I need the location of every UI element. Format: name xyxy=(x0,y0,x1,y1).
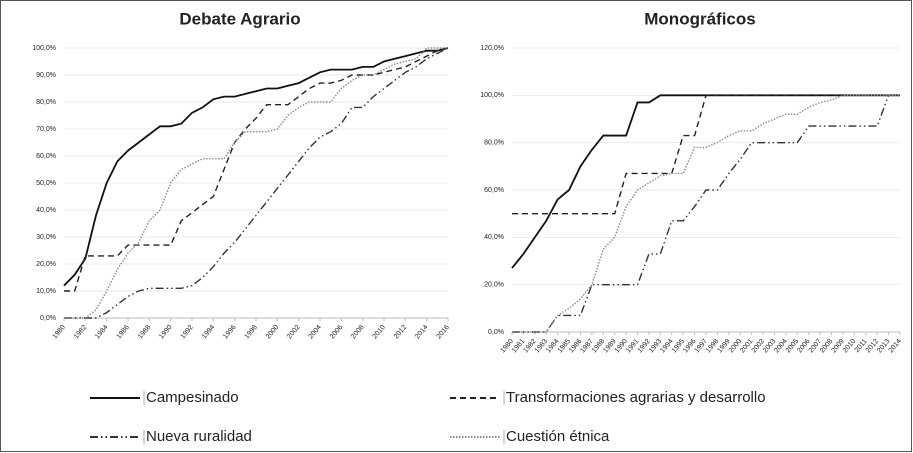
x-tick-label: 1986 xyxy=(116,324,131,341)
x-tick-label: 1998 xyxy=(244,324,259,341)
x-tick-label: 1990 xyxy=(158,324,173,341)
x-tick-label: 2012 xyxy=(393,324,408,341)
x-tick-label: 2010 xyxy=(372,324,387,341)
x-tick-label: 2016 xyxy=(436,324,451,341)
x-tick-label: 1996 xyxy=(222,324,237,341)
x-tick-label: 2006 xyxy=(329,324,344,341)
x-tick-label: 2008 xyxy=(350,324,365,341)
series-line xyxy=(511,94,900,269)
y-tick-label: 30,0% xyxy=(36,234,56,241)
x-tick-label: 2014 xyxy=(414,324,429,341)
legend-label: Transformaciones agrarias y desarrollo xyxy=(506,389,766,406)
chart-title: Monográficos xyxy=(644,9,755,28)
y-tick-label: 50,0% xyxy=(36,180,56,187)
y-tick-label: 120,0% xyxy=(480,45,504,52)
x-tick-label: 2014 xyxy=(888,338,903,355)
series-line xyxy=(64,47,449,292)
y-tick-label: 80,0% xyxy=(36,99,56,106)
y-tick-label: 0,0% xyxy=(488,329,504,336)
x-tick-label: 1982 xyxy=(73,324,88,341)
y-tick-label: 40,0% xyxy=(484,234,504,241)
legend-label: Nueva ruralidad xyxy=(146,428,252,445)
legend-label: Campesinado xyxy=(146,389,239,406)
x-tick-label: 1984 xyxy=(94,324,109,341)
x-tick-label: 2000 xyxy=(265,324,280,341)
y-tick-label: 20,0% xyxy=(36,261,56,268)
series-line xyxy=(512,94,900,333)
y-tick-label: 100,0% xyxy=(32,45,56,52)
series-line xyxy=(64,47,449,319)
x-tick-label: 1980 xyxy=(52,324,67,341)
y-tick-label: 0,0% xyxy=(40,315,56,322)
y-tick-label: 60,0% xyxy=(484,187,504,194)
x-tick-label: 1988 xyxy=(137,324,152,341)
y-tick-label: 20,0% xyxy=(484,282,504,289)
y-tick-label: 10,0% xyxy=(36,288,56,295)
x-tick-label: 2002 xyxy=(286,324,301,341)
y-tick-label: 70,0% xyxy=(36,126,56,133)
series-line xyxy=(64,47,448,319)
x-tick-label: 1992 xyxy=(180,324,195,341)
y-tick-label: 100,0% xyxy=(480,92,504,99)
series-line xyxy=(512,94,900,333)
y-tick-label: 90,0% xyxy=(36,72,56,79)
y-tick-label: 40,0% xyxy=(36,207,56,214)
series-line xyxy=(512,94,900,215)
legend-label: Cuestión étnica xyxy=(506,428,610,445)
y-tick-label: 60,0% xyxy=(36,153,56,160)
series-line xyxy=(63,47,449,287)
y-tick-label: 80,0% xyxy=(484,140,504,147)
x-tick-label: 1994 xyxy=(201,324,216,341)
chart-title: Debate Agrario xyxy=(179,9,300,28)
x-tick-label: 2004 xyxy=(308,324,323,341)
